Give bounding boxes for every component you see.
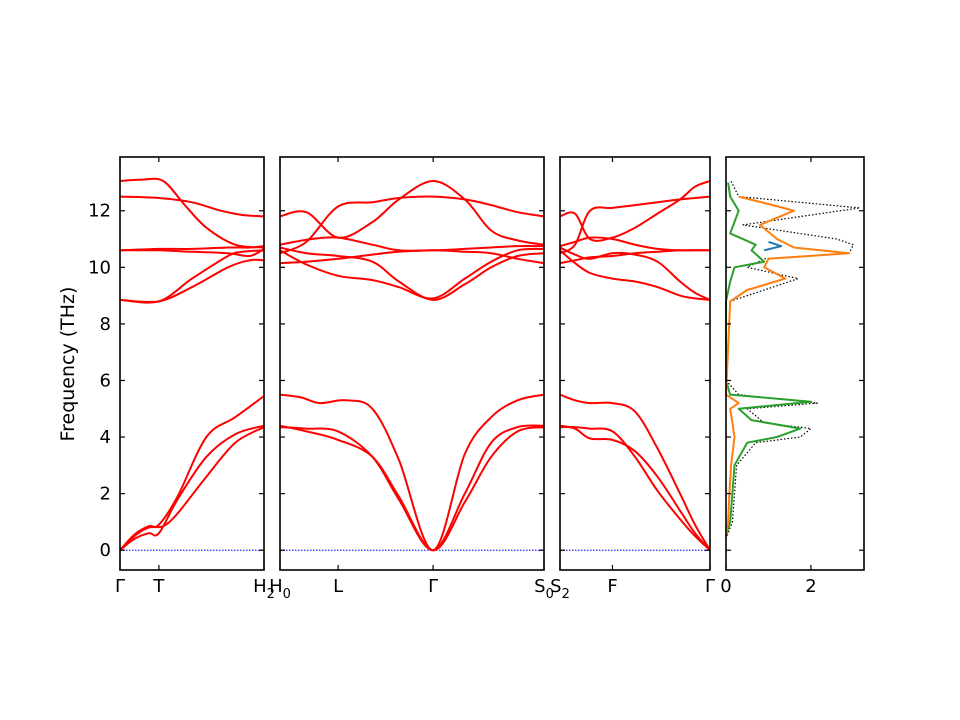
- band-panel-s2-f-gamma: S2 F Γ: [550, 156, 715, 602]
- dos-x-tick-label: 0: [720, 576, 731, 597]
- band-line: [279, 424, 545, 552]
- y-tick-label: 12: [88, 201, 111, 222]
- band-line: [559, 424, 711, 551]
- x-tick-label: H0: [269, 576, 291, 602]
- y-tick-label: 4: [100, 427, 111, 448]
- panel-frame: [279, 156, 545, 571]
- dos-line: [725, 182, 812, 537]
- band-line: [279, 393, 545, 552]
- x-tick-label: Γ: [705, 576, 715, 597]
- x-tick-label: L: [333, 576, 343, 597]
- panel-frame: [559, 156, 711, 571]
- band-line: [559, 393, 711, 551]
- x-tick-label: Γ: [115, 576, 125, 597]
- band-line: [559, 195, 711, 255]
- band-line: [119, 195, 265, 218]
- x-tick-label: S2: [550, 576, 570, 602]
- band-line: [119, 248, 265, 258]
- y-tick-label: 0: [100, 540, 111, 561]
- y-axis-label: Frequency (THz): [57, 287, 79, 442]
- band-line: [119, 249, 265, 304]
- dos-line: [725, 179, 861, 540]
- band-line: [559, 426, 711, 551]
- x-tick-label: S0: [534, 576, 554, 602]
- band-line: [119, 395, 265, 551]
- band-line: [119, 426, 265, 551]
- dos-frame: [725, 156, 865, 571]
- panel-frame: [119, 156, 265, 571]
- y-tick-label: 2: [100, 484, 111, 505]
- band-line: [119, 424, 265, 551]
- x-tick-label: H2: [253, 576, 275, 602]
- y-tick-label: 10: [88, 257, 111, 278]
- x-tick-label: F: [607, 576, 617, 597]
- band-panel-gamma-t-h2: 0 2 4 6 8 10 12 Γ T H2: [88, 156, 275, 602]
- band-line: [559, 180, 711, 242]
- y-tick-label: 8: [100, 314, 111, 335]
- x-tick-label: Γ: [428, 576, 438, 597]
- band-line: [279, 424, 545, 552]
- dos-line: [725, 195, 851, 537]
- band-line: [559, 249, 711, 301]
- band-line: [559, 246, 711, 301]
- band-line: [119, 177, 265, 249]
- dos-x-tick-label: 2: [805, 576, 816, 597]
- y-tick-label: 6: [100, 370, 111, 391]
- band-line: [279, 179, 545, 246]
- band-line: [119, 258, 265, 303]
- band-line: [279, 195, 545, 255]
- band-line: [279, 236, 545, 252]
- band-panel-h0-l-gamma-s0: H0 L Γ S0: [269, 156, 554, 602]
- x-tick-label: T: [152, 576, 165, 597]
- band-line: [279, 246, 545, 301]
- dos-line: [763, 240, 783, 252]
- band-line: [559, 236, 710, 252]
